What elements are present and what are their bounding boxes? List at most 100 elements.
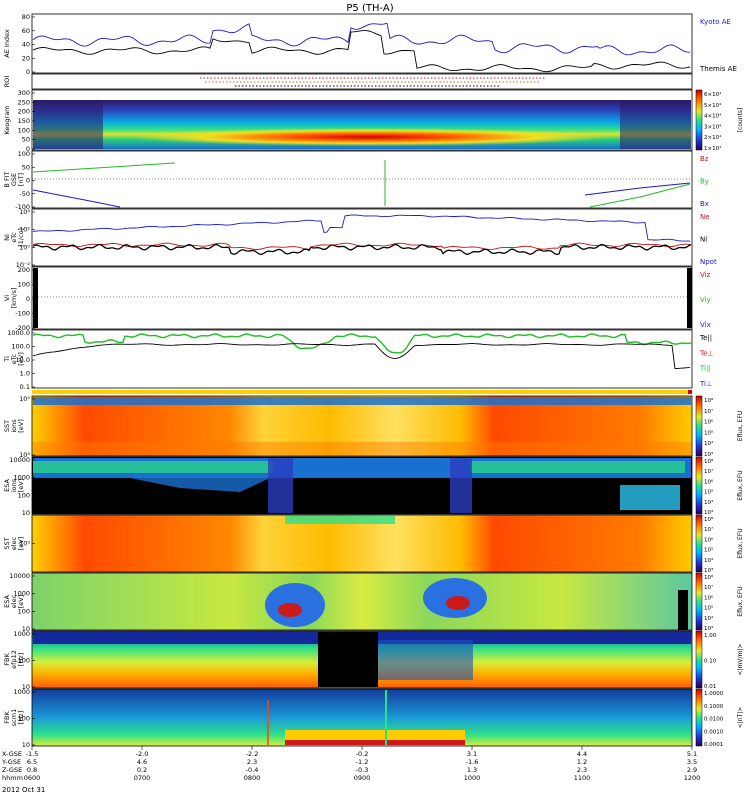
xaxis-val-0-0: -1.5 [26, 750, 39, 758]
ylabel-temp-2: [eV] [17, 352, 25, 366]
cbar-tick-keogram-2: 4×10⁴ [704, 113, 722, 120]
ytick-temp-2: 10.0 [16, 356, 30, 364]
ylabel-sst_i-1: ions [10, 419, 18, 433]
ylabel-roi-0: ROI [3, 76, 11, 88]
velocity-edge-right [687, 268, 692, 328]
panel-sst-elec [31, 514, 703, 573]
ylabel-bfield-2: [nT] [17, 173, 25, 186]
fbk-e-mid [378, 640, 473, 680]
ytick-esa_i-1: 1000 [13, 474, 30, 482]
fbk-e-colorbar [695, 630, 703, 689]
ytick-fbk_e-1: 100 [18, 657, 30, 665]
ylabel-fbk_e-0: FBK [3, 653, 11, 666]
xaxis-val-4-1: -1.6 [466, 758, 479, 766]
xaxis-val-5-3: 1100 [574, 774, 591, 782]
xaxis-val-5-2: 2.3 [577, 766, 587, 774]
ytick-esa_e-2: 100 [18, 607, 30, 615]
ylabel-fbk_b-1: scm1 [10, 709, 18, 726]
esa-ions-upper-left [33, 461, 273, 473]
fbk-b-colorbar [695, 688, 703, 747]
ylabel-sst_i-0: SST [3, 420, 11, 432]
ytick-esa_e-3: 10 [22, 625, 30, 633]
cbar-tick-fbk_e-1: 0.10 [704, 659, 717, 665]
series-line-themis-ae [32, 30, 691, 73]
panel-roi [31, 73, 693, 90]
ytick-bfield-1: 50 [22, 163, 30, 171]
legend-temp-1: Te⊥ [699, 349, 714, 357]
legend-temp-2: Ti|| [699, 365, 711, 373]
legend-bfield-2: Bx [700, 200, 709, 208]
colorbar-labels: 6×10⁴ 5×10⁴ 4×10⁴ 3×10⁴ 2×10⁴ 1×10⁴ [counts] 10… [704, 91, 744, 748]
xaxis-val-2-2: -0.4 [246, 766, 259, 774]
sst-ions-top-band [33, 397, 691, 405]
legend-density-1: Ni [700, 236, 707, 244]
esa-ions-gap-2 [450, 458, 472, 513]
xaxis-val-3-3: 0900 [354, 774, 371, 782]
xaxis-val-1-2: 0.2 [137, 766, 147, 774]
ytick-velocity-0: 200 [18, 266, 30, 274]
cbar-tick-sst_i-2: 10⁶ [704, 419, 714, 426]
mode-bar [32, 390, 692, 394]
series-line-npot [32, 214, 690, 242]
ytick-fbk_e-2: 10 [22, 683, 30, 691]
cbar-tick-esa_i-5: 10³ [704, 509, 713, 516]
panel-sst-ions [31, 395, 703, 457]
panel-density [31, 208, 693, 267]
cbar-tick-esa_i-4: 10⁴ [704, 499, 714, 506]
ylabel-fbk_b-0: FBK [3, 711, 11, 724]
ytick-velocity-2: 0 [26, 295, 30, 303]
cbar-tick-esa_i-2: 10⁶ [704, 478, 714, 485]
ytick-esa_e-1: 1000 [13, 590, 30, 598]
ytick-ae-1: 60 [22, 27, 30, 35]
ytick-keogram-1: 250 [18, 98, 30, 106]
ytick-keogram-4: 100 [18, 126, 30, 134]
xaxis-val-4-0: 3.1 [467, 750, 477, 758]
ytick-esa_i-2: 100 [18, 491, 30, 499]
ytick-esa_e-0: 10000 [9, 572, 30, 580]
ytick-keogram-3: 150 [18, 117, 30, 125]
ylabel-keogram-0: Keogram [3, 105, 11, 134]
xaxis-val-2-1: 2.3 [247, 758, 257, 766]
cbar-tick-esa_e-3: 10⁵ [704, 605, 713, 612]
cbar-label-esa_i: Eflux, EFU [737, 470, 744, 500]
ytick-density-2: 10⁰ [19, 243, 30, 251]
series-line-ti-par [32, 333, 692, 354]
cbar-tick-fbk_e-2: 0.01 [704, 684, 716, 690]
ylabel-density-1: eTc [10, 232, 18, 243]
cbar-tick-fbk_e-0: 1.00 [704, 633, 717, 639]
ylabel-velocity-0: Vi [3, 295, 11, 301]
panel-fbk-e [31, 630, 703, 689]
ytick-temp-1: 100.0 [11, 343, 30, 351]
ae-frame [31, 13, 693, 74]
bfield-frame [31, 150, 693, 209]
keogram-edge-left [33, 100, 103, 149]
ytick-sst_e-0: 10⁵ [19, 540, 30, 548]
cbar-tick-keogram-4: 2×10⁴ [704, 134, 722, 141]
cbar-tick-sst_e-4: 10⁴ [704, 557, 714, 564]
esa-elec-image [31, 572, 693, 631]
fbk-e-dark-block [318, 632, 378, 687]
ytick-temp-0: 1000.0 [7, 329, 30, 337]
panel-ae [31, 13, 693, 74]
xaxis-val-0-1: 6.5 [27, 758, 37, 766]
xaxis-val-5-1: 1.2 [577, 758, 587, 766]
sst-ions-colorbar [695, 395, 703, 457]
ytick-velocity-1: 100 [18, 281, 30, 289]
mode-bar-end [688, 390, 692, 394]
legend-velocity-1: Viy [700, 296, 711, 304]
plot-title: P5 (TH-A) [346, 3, 393, 14]
cbar-label-sst_e: Eflux, EFU [737, 528, 744, 558]
legend-temp-3: Ti⊥ [699, 380, 712, 388]
ytick-fbk_e-0: 1000 [13, 630, 30, 638]
cbar-tick-fbk_b-2: 0.0100 [704, 717, 724, 723]
cbar-tick-keogram-1: 5×10⁴ [704, 102, 722, 109]
sst-elec-image [31, 514, 693, 573]
ytick-fbk_b-2: 10 [22, 741, 30, 749]
legend-velocity-0: Viz [700, 271, 711, 279]
cbar-tick-fbk_b-0: 1.0000 [704, 691, 724, 697]
cbar-tick-esa_e-4: 10⁴ [704, 615, 714, 622]
cbar-tick-fbk_b-4: 0.0001 [704, 742, 723, 748]
xaxis-rowlabel-1: Y-GSE [1, 758, 21, 766]
panel-temperature [31, 329, 693, 389]
